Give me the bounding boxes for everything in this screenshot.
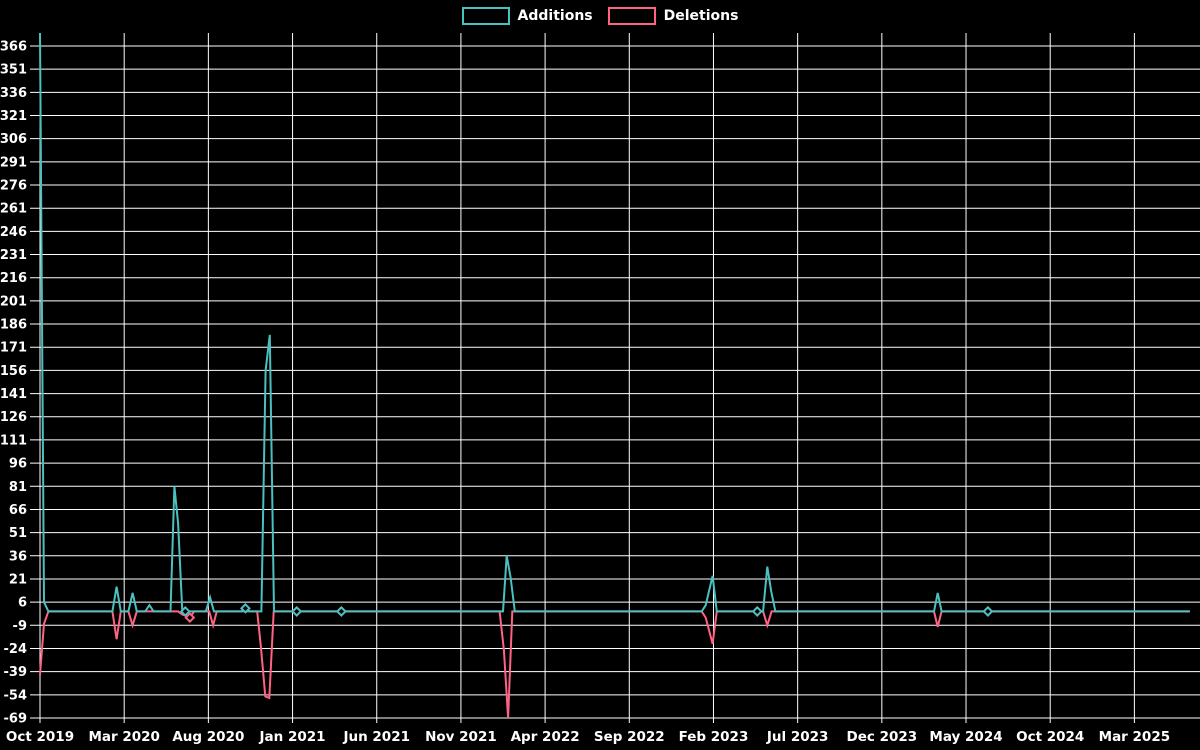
point-marker-additions bbox=[982, 605, 994, 617]
y-tick-label: 111 bbox=[0, 433, 27, 448]
legend-label-additions: Additions bbox=[517, 8, 593, 24]
x-tick-label: Nov 2021 bbox=[425, 729, 497, 745]
y-tick-label: -69 bbox=[4, 712, 28, 727]
y-tick-label: 231 bbox=[0, 248, 27, 263]
y-tick-label: 66 bbox=[9, 503, 27, 518]
y-tick-label: 306 bbox=[0, 132, 27, 147]
x-tick-label: May 2024 bbox=[929, 729, 1002, 745]
y-tick-label: 216 bbox=[0, 271, 27, 286]
y-tick-label: 126 bbox=[0, 410, 27, 425]
y-tick-label: -9 bbox=[13, 619, 27, 634]
y-tick-label: 141 bbox=[0, 387, 27, 402]
y-tick-label: 186 bbox=[0, 318, 27, 333]
x-tick-label: Mar 2025 bbox=[1099, 729, 1170, 745]
y-tick-label: 36 bbox=[9, 549, 27, 564]
x-tick-label: Sep 2022 bbox=[594, 729, 665, 745]
y-tick-label: -24 bbox=[4, 642, 28, 657]
y-tick-label: 291 bbox=[0, 155, 27, 170]
y-tick-label: 171 bbox=[0, 341, 27, 356]
x-tick-label: Oct 2024 bbox=[1016, 729, 1084, 745]
y-tick-label: 336 bbox=[0, 86, 27, 101]
point-marker-additions bbox=[179, 605, 191, 617]
y-tick-label: 201 bbox=[0, 294, 27, 309]
x-tick-label: Apr 2022 bbox=[511, 729, 580, 745]
x-tick-label: Aug 2020 bbox=[172, 729, 244, 745]
x-tick-label: Jun 2021 bbox=[342, 729, 410, 745]
point-marker-deletions bbox=[184, 612, 196, 623]
deletions-swatch bbox=[607, 7, 656, 25]
legend-item-additions[interactable]: Additions bbox=[461, 7, 593, 25]
additions-swatch bbox=[461, 7, 510, 25]
y-tick-label: 21 bbox=[9, 572, 27, 587]
point-marker-additions bbox=[239, 602, 251, 614]
y-tick-label: 261 bbox=[0, 202, 27, 217]
x-tick-label: Jan 2021 bbox=[259, 729, 326, 745]
y-tick-label: -54 bbox=[4, 688, 28, 703]
x-tick-label: Feb 2023 bbox=[679, 729, 749, 745]
series-line-additions bbox=[39, 32, 1190, 613]
legend-label-deletions: Deletions bbox=[663, 8, 739, 24]
point-marker-additions bbox=[751, 605, 763, 617]
legend-item-deletions[interactable]: Deletions bbox=[607, 7, 739, 25]
y-tick-label: 366 bbox=[0, 39, 27, 54]
y-tick-label: 246 bbox=[0, 225, 27, 240]
y-tick-label: 276 bbox=[0, 179, 27, 194]
y-tick-label: 81 bbox=[9, 480, 27, 495]
y-tick-label: 321 bbox=[0, 109, 27, 124]
point-marker-additions bbox=[335, 605, 347, 617]
y-tick-label: 6 bbox=[18, 596, 27, 611]
x-tick-label: Jul 2023 bbox=[766, 729, 829, 745]
point-marker-additions bbox=[291, 605, 303, 617]
x-tick-label: Dec 2023 bbox=[847, 729, 918, 745]
x-tick-label: Mar 2020 bbox=[88, 729, 159, 745]
y-tick-label: 156 bbox=[0, 364, 27, 379]
y-tick-label: -39 bbox=[4, 665, 28, 680]
series-line-deletions bbox=[39, 610, 1190, 719]
y-tick-label: 51 bbox=[9, 526, 27, 541]
y-tick-label: 351 bbox=[0, 63, 27, 78]
legend: Additions Deletions bbox=[0, 7, 1200, 25]
x-tick-label: Oct 2019 bbox=[6, 729, 74, 745]
y-tick-label: 96 bbox=[9, 457, 27, 472]
